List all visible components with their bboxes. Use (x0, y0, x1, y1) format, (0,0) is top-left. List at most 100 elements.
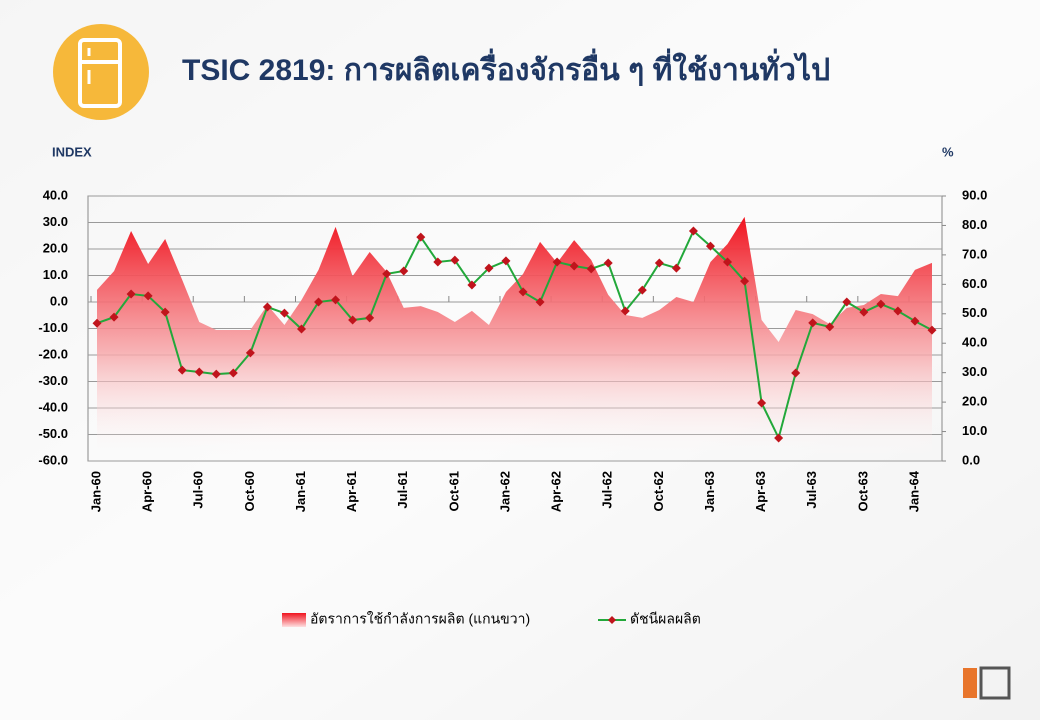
index-marker (927, 325, 937, 335)
index-marker (774, 433, 784, 443)
y2-tick-label: 60.0 (962, 276, 987, 291)
index-marker (808, 318, 818, 328)
index-marker (791, 368, 801, 378)
index-marker (723, 257, 733, 267)
index-marker (552, 257, 562, 267)
y-tick-label: -40.0 (38, 399, 68, 414)
y2-tick-label: 90.0 (962, 187, 987, 202)
index-marker (143, 291, 153, 301)
x-tick-label: Jan-60 (88, 471, 103, 512)
y2-axis-label: % (942, 144, 954, 159)
index-marker (194, 367, 204, 377)
index-marker (279, 308, 289, 318)
y-tick-label: -20.0 (38, 346, 68, 361)
y2-tick-label: 40.0 (962, 335, 987, 350)
y2-tick-label: 20.0 (962, 394, 987, 409)
fridge-icon (53, 24, 149, 120)
legend-swatch-marker (608, 616, 616, 624)
x-tick-label: Jan-62 (497, 471, 512, 512)
x-tick-label: Jul-61 (395, 471, 410, 509)
index-marker (654, 258, 664, 268)
legend: อัตราการใช้กำลังการผลิต (แกนขวา) ดัชนีผลผ… (282, 611, 701, 627)
index-marker (228, 368, 238, 378)
y-tick-label: 0.0 (50, 293, 68, 308)
index-marker (842, 297, 852, 307)
index-line (96, 229, 933, 441)
legend-swatch-area (282, 613, 306, 627)
index-marker (92, 318, 102, 328)
index-marker (586, 264, 596, 274)
index-marker (296, 324, 306, 334)
index-marker (331, 295, 341, 305)
index-marker (450, 255, 460, 265)
index-marker (348, 315, 358, 325)
x-tick-label: Jan-63 (702, 471, 717, 512)
index-marker (688, 226, 698, 236)
x-tick-label: Apr-61 (344, 471, 359, 512)
x-tick-label: Jul-62 (600, 471, 615, 509)
y2-tick-label: 30.0 (962, 364, 987, 379)
index-marker (518, 287, 528, 297)
index-marker (109, 312, 119, 322)
logo (963, 666, 1011, 700)
index-marker (893, 306, 903, 316)
x-tick-label: Oct-62 (651, 471, 666, 511)
x-tick-label: Apr-60 (140, 471, 155, 512)
y-tick-label: 40.0 (43, 187, 68, 202)
y-tick-label: -10.0 (38, 320, 68, 335)
index-marker (484, 263, 494, 273)
y-tick-label: -50.0 (38, 426, 68, 441)
index-marker (671, 263, 681, 273)
y-tick-label: -30.0 (38, 373, 68, 388)
index-marker (467, 280, 477, 290)
index-marker (637, 285, 647, 295)
y-tick-label: 30.0 (43, 214, 68, 229)
legend-label: อัตราการใช้กำลังการผลิต (แกนขวา) (310, 611, 530, 627)
y2-tick-label: 70.0 (962, 246, 987, 261)
index-marker (535, 297, 545, 307)
index-marker (211, 369, 221, 379)
index-marker (399, 266, 409, 276)
x-tick-label: Oct-61 (446, 471, 461, 511)
x-tick-label: Apr-62 (549, 471, 564, 512)
y2-tick-label: 80.0 (962, 217, 987, 232)
index-marker (569, 261, 579, 271)
index-marker (757, 398, 767, 408)
index-marker (160, 307, 170, 317)
y-tick-label: -60.0 (38, 452, 68, 467)
y-tick-label: 10.0 (43, 267, 68, 282)
index-marker (910, 316, 920, 326)
index-marker (314, 297, 324, 307)
y2-tick-label: 10.0 (962, 423, 987, 438)
index-marker (262, 302, 272, 312)
x-tick-label: Apr-63 (753, 471, 768, 512)
index-marker (416, 232, 426, 242)
y-axis-label: INDEX (52, 144, 92, 159)
x-tick-label: Oct-63 (855, 471, 870, 511)
x-tick-label: Jan-64 (906, 470, 921, 512)
index-marker (382, 269, 392, 279)
index-marker (365, 313, 375, 323)
chart-title: TSIC 2819: การผลิตเครื่องจักรอื่น ๆ ที่ใ… (182, 48, 830, 87)
index-marker (126, 289, 136, 299)
legend-label: ดัชนีผลผลิต (630, 611, 701, 627)
y2-tick-label: 0.0 (962, 452, 980, 467)
y-tick-label: 20.0 (43, 240, 68, 255)
index-marker (245, 348, 255, 358)
index-marker (876, 299, 886, 309)
index-marker (620, 306, 630, 316)
capacity-area (97, 216, 932, 461)
index-marker (501, 256, 511, 266)
index-marker (603, 258, 613, 268)
y2-tick-label: 50.0 (962, 305, 987, 320)
index-marker (859, 307, 869, 317)
x-tick-label: Jul-63 (804, 471, 819, 509)
x-tick-label: Jan-61 (293, 471, 308, 512)
index-marker (705, 241, 715, 251)
index-marker (433, 257, 443, 267)
x-tick-label: Jul-60 (191, 471, 206, 509)
index-marker (740, 276, 750, 286)
index-marker (177, 365, 187, 375)
x-tick-label: Oct-60 (242, 471, 257, 511)
